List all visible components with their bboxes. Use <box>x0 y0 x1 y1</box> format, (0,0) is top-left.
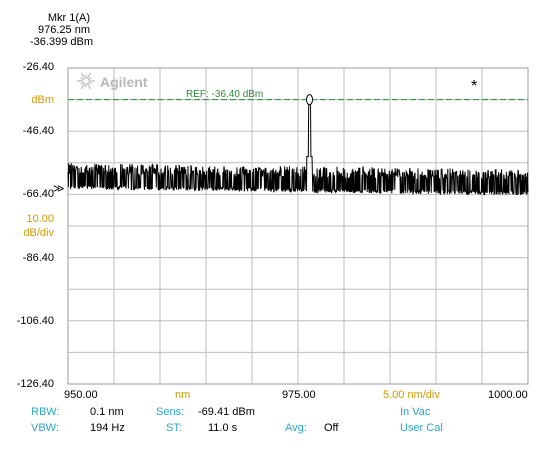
marker-readout: Mkr 1(A) 976.25 nm -36.399 dBm <box>30 12 93 48</box>
mode-vacuum: In Vac <box>400 406 431 418</box>
peak-marker <box>306 94 313 106</box>
marker-power: -36.399 dBm <box>30 36 93 48</box>
vbw-label: VBW: <box>31 422 59 434</box>
st-value: 11.0 s <box>208 422 238 434</box>
agilent-spark-ray <box>80 72 86 80</box>
mode-calibration: User Cal <box>400 422 443 434</box>
xunit-label: nm <box>175 389 191 401</box>
ytick-label: -66.40 <box>22 188 54 200</box>
agilent-spark-ray <box>86 82 92 90</box>
grid <box>68 68 528 384</box>
ytick-label: -46.40 <box>22 125 54 137</box>
agilent-spark-ray <box>87 77 92 81</box>
rbw-value: 0.1 nm <box>90 406 124 418</box>
xtick-label: 975.00 <box>282 389 316 401</box>
left-arrow-glyph: ≫ <box>53 182 65 195</box>
agilent-spark-ray <box>80 82 86 90</box>
avg-label: Avg: <box>285 422 307 434</box>
agilent-brand: Agilent <box>100 74 148 90</box>
rbw-label: RBW: <box>31 406 60 418</box>
yunit-label: dBm <box>31 94 54 106</box>
agilent-spark-ray <box>86 72 92 80</box>
agilent-logo: Agilent <box>77 72 148 90</box>
avg-value: Off <box>324 422 339 434</box>
spectrum-trace <box>67 99 529 196</box>
ytick-label: -126.40 <box>16 378 54 390</box>
xtick-label: 1000.00 <box>488 389 528 401</box>
ytick-label: -26.40 <box>22 61 54 73</box>
xscale-label: 5.00 nm/div <box>383 389 440 401</box>
ytick-label: -106.40 <box>16 315 54 327</box>
agilent-spark-ray <box>80 81 85 85</box>
sens-value: -69.41 dBm <box>198 406 255 418</box>
xtick-label: 950.00 <box>64 389 98 401</box>
marker-star: * <box>471 78 477 95</box>
peak-marker-diamond <box>306 94 313 106</box>
scale-label: 10.00 <box>26 213 54 225</box>
marker-wavelength: 976.25 nm <box>38 24 90 36</box>
sens-label: Sens: <box>156 406 185 418</box>
reference-label: REF: -36.40 dBm <box>186 89 263 100</box>
agilent-spark-ray <box>80 77 85 81</box>
st-label: ST: <box>166 422 182 434</box>
agilent-spark-ray <box>87 81 92 85</box>
marker-name: Mkr 1(A) <box>47 12 90 24</box>
ytick-label: -86.40 <box>22 252 54 264</box>
vbw-value: 194 Hz <box>90 422 125 434</box>
agilent-spark-icon <box>77 72 95 90</box>
scale-unit-label: dB/div <box>23 227 54 239</box>
